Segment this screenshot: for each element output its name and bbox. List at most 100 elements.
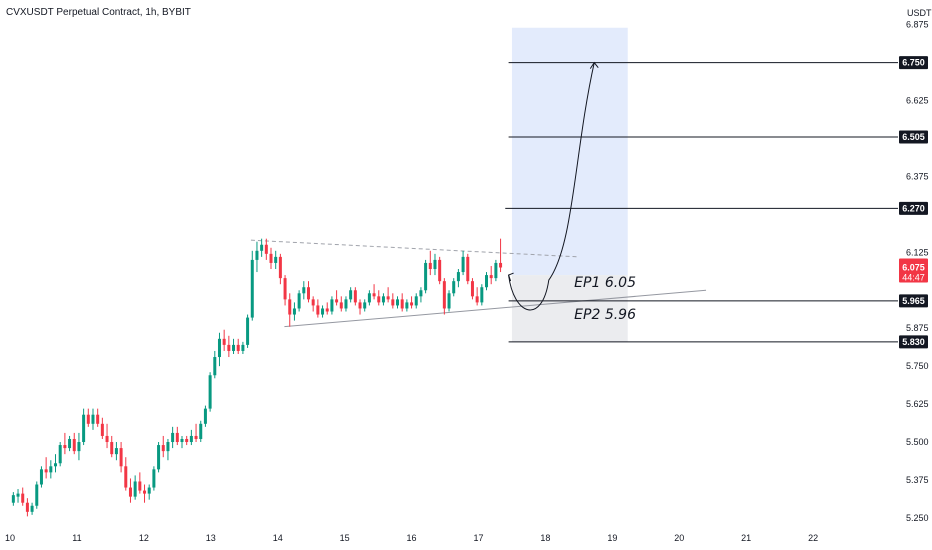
candle-body (339, 302, 343, 309)
current-price-label: 6.075 (902, 263, 925, 273)
candle (44, 457, 48, 479)
candle-body (21, 493, 25, 503)
x-tick-label: 16 (407, 533, 417, 543)
candle (410, 296, 414, 309)
candle-body (194, 435, 198, 439)
candle (147, 484, 151, 500)
candle-body (58, 445, 62, 464)
candle (311, 296, 315, 312)
candle (335, 290, 339, 306)
candle-body (82, 414, 86, 443)
candle (288, 293, 292, 327)
candle-body (438, 259, 442, 282)
candle-body (494, 262, 498, 279)
y-tick-label: 6.375 (906, 171, 929, 181)
candle-body (428, 262, 432, 270)
candle (260, 238, 264, 257)
candle (30, 502, 34, 515)
candle (367, 290, 371, 306)
price-level-tag (899, 56, 928, 70)
candle (292, 302, 296, 321)
candle (353, 287, 357, 306)
candle-body (283, 278, 287, 300)
candle-body (424, 262, 428, 291)
candle-body (16, 493, 20, 497)
x-tick-label: 11 (72, 533, 81, 543)
candle (316, 299, 320, 318)
candle-body (255, 250, 259, 260)
candle (391, 293, 395, 309)
projection (507, 61, 599, 311)
price-level-label: 6.270 (902, 203, 925, 213)
candle-body (208, 375, 212, 409)
candle-body (381, 296, 385, 303)
candle (138, 472, 142, 494)
candle-body (288, 299, 292, 315)
candle-body (217, 338, 221, 358)
candle-body (250, 259, 254, 318)
candle-body (49, 466, 53, 473)
candle-body (274, 256, 278, 263)
y-axis: 6.875 6.625 6.375 6.125 5.875 5.750 5.625 5.500… (906, 20, 929, 523)
candle (363, 299, 367, 312)
price-level-label: 6.750 (902, 58, 925, 68)
candle-body (232, 344, 236, 351)
candle (161, 435, 165, 458)
candle-body (461, 256, 465, 273)
candle-body (485, 275, 489, 288)
candle (175, 426, 179, 446)
candle (358, 299, 362, 315)
entry-point-label: EP1 6.05 (574, 275, 636, 291)
candle-body (63, 445, 67, 449)
candle (255, 241, 259, 273)
candle (494, 259, 498, 282)
candle-body (152, 469, 156, 488)
candle-body (166, 442, 170, 452)
candle (16, 489, 20, 503)
candle (152, 466, 156, 491)
candle (128, 478, 132, 503)
candle (489, 265, 493, 285)
candle-body (372, 293, 376, 297)
candle (419, 287, 423, 303)
candle-body (72, 438, 76, 452)
candle (222, 329, 226, 351)
candle (466, 253, 470, 285)
price-level-label: 5.830 (902, 337, 925, 347)
candle-body (363, 302, 367, 309)
candle (189, 429, 193, 446)
candle (171, 426, 175, 449)
candle-body (386, 296, 390, 300)
candle (77, 432, 81, 461)
candle-body (302, 287, 306, 294)
candle (428, 250, 432, 276)
candle (236, 338, 240, 354)
candle (405, 299, 409, 312)
candle-body (213, 357, 217, 376)
candle-body (396, 299, 400, 306)
projection-arrowtail (507, 272, 514, 282)
candle-body (246, 317, 250, 345)
candle (442, 278, 446, 315)
candle (278, 253, 282, 285)
candle (372, 284, 376, 300)
candle (119, 442, 123, 473)
candle-body (143, 490, 147, 494)
candle-body (447, 293, 451, 309)
candle (447, 290, 451, 312)
candle-body (311, 299, 315, 306)
candle (217, 332, 221, 367)
candle-body (114, 448, 118, 455)
candle (438, 256, 442, 285)
y-tick-label: 6.125 (906, 247, 929, 257)
candle (274, 250, 278, 270)
candle (232, 338, 236, 354)
x-tick-label: 21 (741, 533, 751, 543)
price-level-label: 6.505 (902, 132, 925, 142)
trendlines (250, 239, 707, 328)
candle-body (39, 469, 43, 485)
candle-body (433, 259, 437, 270)
candle-body (161, 445, 165, 452)
candle (246, 314, 250, 348)
